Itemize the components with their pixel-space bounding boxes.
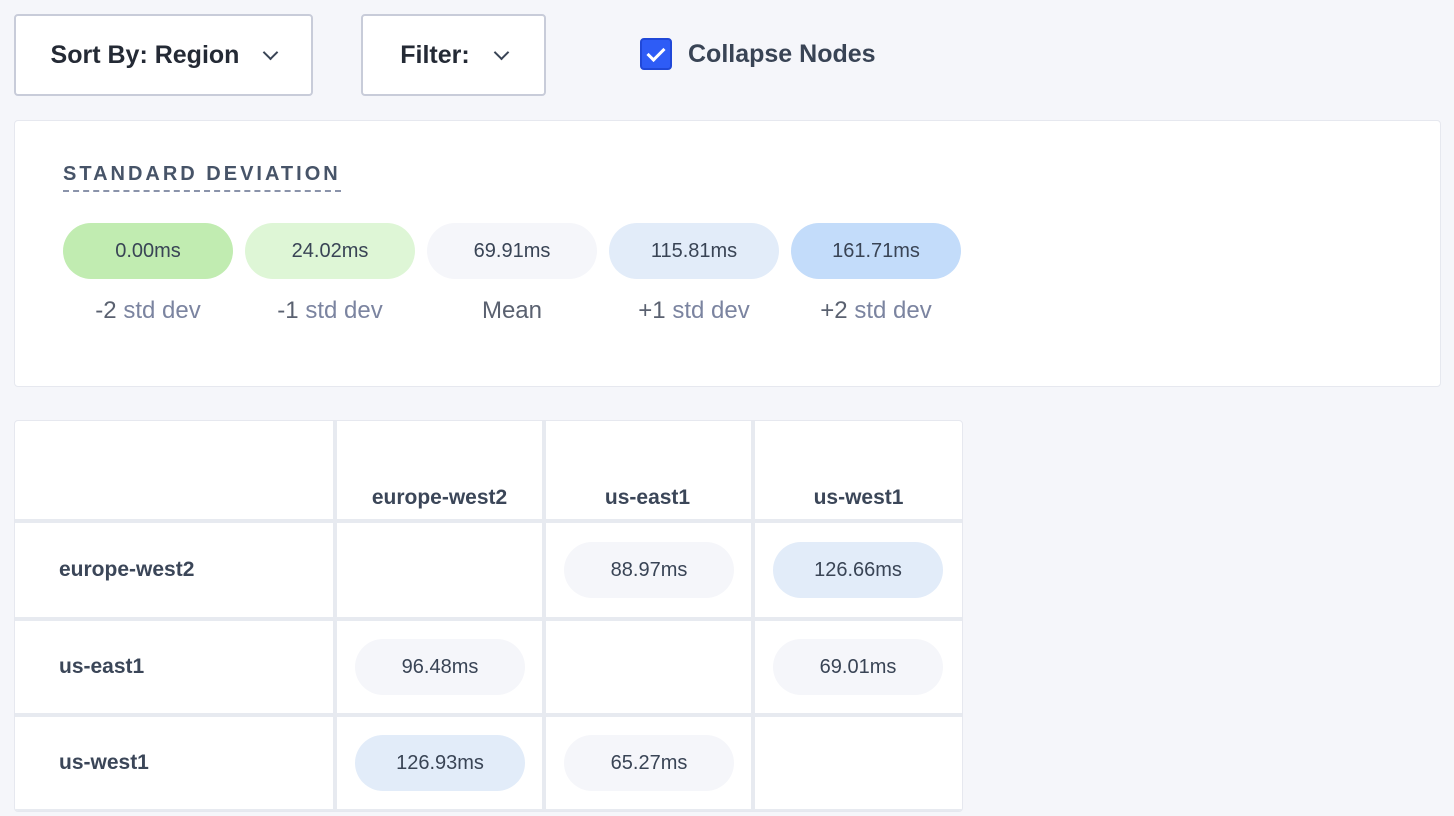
chevron-down-icon — [263, 44, 279, 60]
chevron-down-icon — [493, 44, 509, 60]
latency-value-pill[interactable]: 126.93ms — [355, 735, 525, 791]
collapse-nodes-label[interactable]: Collapse Nodes — [688, 40, 876, 68]
latency-cell: 88.97ms — [545, 522, 750, 618]
column-header: us-west1 — [813, 486, 904, 509]
std-dev-label: Mean — [481, 297, 543, 324]
std-dev-value-pill: 0.00ms — [63, 223, 233, 279]
std-dev-value-pill: 69.91ms — [427, 223, 597, 279]
std-dev-legend-item: 24.02ms -1 std dev — [245, 223, 415, 325]
row-header: europe-west2 — [59, 558, 195, 581]
filter-label: Filter: — [400, 40, 470, 69]
latency-cell: 65.27ms — [545, 716, 750, 810]
column-header: us-east1 — [604, 486, 691, 509]
row-header: us-east1 — [59, 655, 145, 678]
collapse-nodes-checkbox[interactable] — [640, 38, 672, 70]
column-divider — [751, 421, 755, 811]
row-divider — [15, 519, 962, 523]
latency-matrix: europe-west2 us-east1 us-west1 europe-west2… — [14, 420, 963, 812]
std-dev-legend-item: 115.81ms +1 std dev — [609, 223, 779, 325]
row-divider — [15, 713, 962, 717]
latency-cell: 96.48ms — [336, 620, 543, 714]
sort-by-dropdown[interactable]: Sort By: Region — [14, 14, 313, 96]
std-dev-label: +2 std dev — [820, 297, 932, 324]
row-divider — [15, 617, 962, 621]
column-divider — [542, 421, 546, 811]
std-dev-label: -1 std dev — [277, 297, 383, 324]
sort-by-label: Sort By: Region — [50, 40, 240, 69]
std-dev-legend-item: 161.71ms +2 std dev — [791, 223, 961, 325]
latency-value-pill[interactable]: 88.97ms — [564, 542, 734, 598]
std-dev-value-pill: 115.81ms — [609, 223, 779, 279]
std-dev-label: +1 std dev — [638, 297, 750, 324]
latency-cell: 126.93ms — [336, 716, 543, 810]
column-header: europe-west2 — [371, 486, 508, 509]
latency-value-pill[interactable]: 126.66ms — [773, 542, 943, 598]
std-dev-value-pill: 161.71ms — [791, 223, 961, 279]
std-dev-legend-item: 0.00ms -2 std dev — [63, 223, 233, 325]
latency-cell: 69.01ms — [754, 620, 962, 714]
std-dev-legend-item: 69.91ms Mean — [427, 223, 597, 325]
latency-value-pill[interactable]: 65.27ms — [564, 735, 734, 791]
std-dev-label: -2 std dev — [95, 297, 201, 324]
latency-value-pill[interactable]: 69.01ms — [773, 639, 943, 695]
row-divider — [15, 809, 962, 811]
latency-cell: 126.66ms — [754, 522, 962, 618]
standard-deviation-card: STANDARD DEVIATION 0.00ms -2 std dev 24.0… — [14, 120, 1441, 387]
standard-deviation-title[interactable]: STANDARD DEVIATION — [63, 163, 341, 192]
row-header: us-west1 — [59, 751, 149, 774]
std-dev-value-pill: 24.02ms — [245, 223, 415, 279]
column-divider — [333, 421, 337, 811]
filter-dropdown[interactable]: Filter: — [361, 14, 546, 96]
latency-value-pill[interactable]: 96.48ms — [355, 639, 525, 695]
